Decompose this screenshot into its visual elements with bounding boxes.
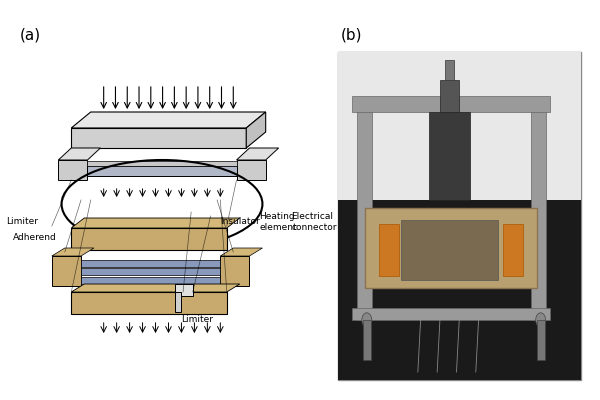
Polygon shape <box>58 148 100 160</box>
Bar <box>220 256 250 286</box>
Bar <box>81 260 220 267</box>
Bar <box>365 208 536 288</box>
Bar <box>175 284 193 296</box>
Text: Heating
element: Heating element <box>259 212 297 232</box>
Bar <box>445 60 454 80</box>
Bar <box>401 220 498 280</box>
FancyBboxPatch shape <box>338 52 581 380</box>
Polygon shape <box>71 218 240 228</box>
Bar <box>503 224 523 276</box>
Text: Electrical
connector: Electrical connector <box>292 212 337 232</box>
Bar <box>71 228 227 250</box>
Bar <box>379 224 398 276</box>
Text: Adherend: Adherend <box>13 234 57 242</box>
Text: Insulator: Insulator <box>220 218 260 226</box>
Bar <box>88 161 236 166</box>
Polygon shape <box>52 248 94 256</box>
Text: (b): (b) <box>341 28 362 43</box>
Polygon shape <box>71 128 246 148</box>
Polygon shape <box>71 112 266 128</box>
Text: Limiter: Limiter <box>7 218 38 226</box>
Bar <box>236 160 266 180</box>
Bar <box>352 308 550 320</box>
Bar <box>357 100 372 320</box>
Bar <box>440 80 459 112</box>
Polygon shape <box>71 284 240 292</box>
Bar <box>81 277 220 284</box>
Bar <box>58 160 88 180</box>
Polygon shape <box>246 112 266 148</box>
Text: (a): (a) <box>19 28 41 43</box>
Bar <box>536 320 545 360</box>
Bar <box>88 166 236 176</box>
Bar <box>71 292 227 314</box>
Bar <box>352 96 550 112</box>
Bar <box>362 320 371 360</box>
Bar <box>81 268 220 275</box>
Circle shape <box>536 313 545 327</box>
Polygon shape <box>220 248 262 256</box>
Bar <box>338 52 581 200</box>
Polygon shape <box>236 148 278 160</box>
Bar <box>338 200 581 380</box>
Bar <box>175 292 181 312</box>
Bar <box>429 112 470 200</box>
Text: Limiter: Limiter <box>181 316 214 324</box>
Circle shape <box>362 313 372 327</box>
Bar <box>531 100 546 320</box>
Bar <box>52 256 81 286</box>
